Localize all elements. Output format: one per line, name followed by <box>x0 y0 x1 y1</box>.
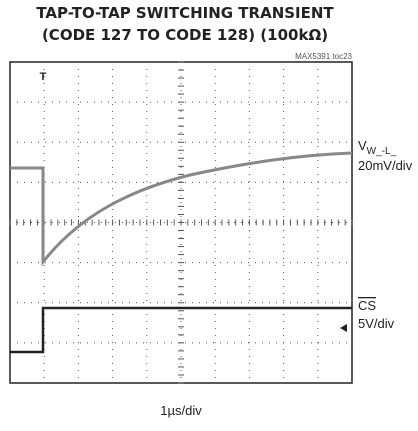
ground-marker <box>340 324 347 332</box>
trace-wiper <box>10 151 353 267</box>
trigger-marker: T <box>40 71 47 83</box>
title-line: (CODE 127 TO CODE 128) (100kΩ) <box>42 26 328 44</box>
channel-scale: 5V/div <box>358 316 395 331</box>
channel-subscript: W_-L_ <box>367 146 397 157</box>
channel-name: CS <box>358 298 376 313</box>
channel-scale: 20mV/div <box>358 158 413 173</box>
channel-label: VW_-L_ <box>358 138 397 157</box>
channel-name: V <box>358 138 367 153</box>
figure-id: MAX5391 toc23 <box>295 52 352 61</box>
title-line: TAP-TO-TAP SWITCHING TRANSIENT <box>36 4 334 22</box>
x-scale: 1µs/div <box>160 403 202 418</box>
trace-cs <box>10 306 352 354</box>
